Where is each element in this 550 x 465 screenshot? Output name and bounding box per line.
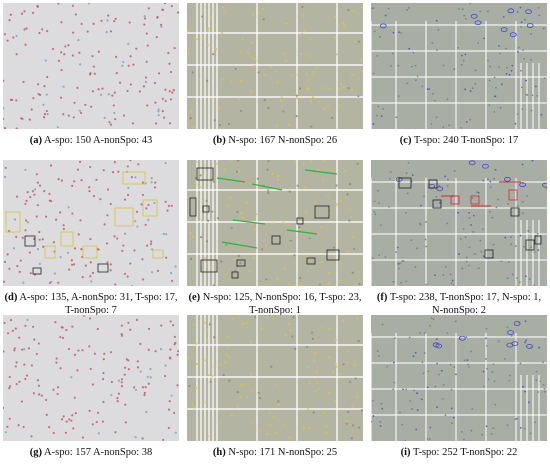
panel-d: (d) A-spo: 135, A-nonSpo: 31, T-spo: 17,… [3, 160, 179, 316]
panel-c: (c) T-spo: 240 T-nonSpo: 17 [371, 3, 547, 153]
panel-counts: A-spo: 150 A-nonSpo: 43 [44, 135, 153, 146]
panel-letter: (h) [212, 447, 226, 458]
panel-h: (h) N-spo: 171 N-nonSpo: 25 [187, 315, 363, 465]
panel-caption: (i) T-spo: 252 T-nonSpo: 22 [371, 446, 547, 459]
panel-f: (f) T-spo: 238, T-nonSpo: 17, N-spo: 1, … [371, 160, 547, 316]
panel-e: (e) N-spo: 125, N-nonSpo: 16, T-spo: 23,… [187, 160, 363, 316]
micrograph-image [3, 315, 179, 441]
panel-letter: (g) [29, 447, 42, 458]
micrograph-image [371, 160, 547, 286]
panel-g: (g) A-spo: 157 A-nonSpo: 38 [3, 315, 179, 465]
micrograph-image [187, 315, 363, 441]
panel-counts: N-spo: 171 N-nonSpo: 25 [228, 447, 338, 458]
panel-caption: (g) A-spo: 157 A-nonSpo: 38 [3, 446, 179, 459]
panel-b: (b) N-spo: 167 N-nonSpo: 26 [187, 3, 363, 153]
panel-counts: N-spo: 125, N-nonSpo: 16, T-spo: 23, T-n… [202, 292, 362, 316]
panel-caption: (c) T-spo: 240 T-nonSpo: 17 [371, 134, 547, 147]
panel-caption: (d) A-spo: 135, A-nonSpo: 31, T-spo: 17,… [3, 291, 179, 317]
panel-letter: (c) [399, 135, 412, 146]
micrograph-image [371, 3, 547, 129]
micrograph-image [187, 160, 363, 286]
panel-letter: (e) [188, 292, 201, 303]
panel-caption: (a) A-spo: 150 A-nonSpo: 43 [3, 134, 179, 147]
panel-caption: (f) T-spo: 238, T-nonSpo: 17, N-spo: 1, … [371, 291, 547, 317]
panel-caption: (b) N-spo: 167 N-nonSpo: 26 [187, 134, 363, 147]
panel-a: (a) A-spo: 150 A-nonSpo: 43 [3, 3, 179, 153]
micrograph-image [3, 160, 179, 286]
panel-counts: A-spo: 135, A-nonSpo: 31, T-spo: 17, T-n… [19, 292, 178, 316]
panel-counts: T-spo: 252 T-nonSpo: 22 [413, 447, 518, 458]
micrograph-image [187, 3, 363, 129]
panel-letter: (b) [212, 135, 226, 146]
panel-counts: A-spo: 157 A-nonSpo: 38 [44, 447, 153, 458]
micrograph-image [371, 315, 547, 441]
panel-letter: (a) [29, 135, 42, 146]
micrograph-image [3, 3, 179, 129]
panel-letter: (i) [400, 447, 411, 458]
panel-letter: (d) [4, 292, 18, 303]
panel-caption: (h) N-spo: 171 N-nonSpo: 25 [187, 446, 363, 459]
panel-counts: N-spo: 167 N-nonSpo: 26 [228, 135, 338, 146]
panel-counts: T-spo: 238, T-nonSpo: 17, N-spo: 1, N-no… [389, 292, 542, 316]
panel-counts: T-spo: 240 T-nonSpo: 17 [413, 135, 519, 146]
panel-caption: (e) N-spo: 125, N-nonSpo: 16, T-spo: 23,… [187, 291, 363, 317]
panel-i: (i) T-spo: 252 T-nonSpo: 22 [371, 315, 547, 465]
panel-letter: (f) [376, 292, 388, 303]
